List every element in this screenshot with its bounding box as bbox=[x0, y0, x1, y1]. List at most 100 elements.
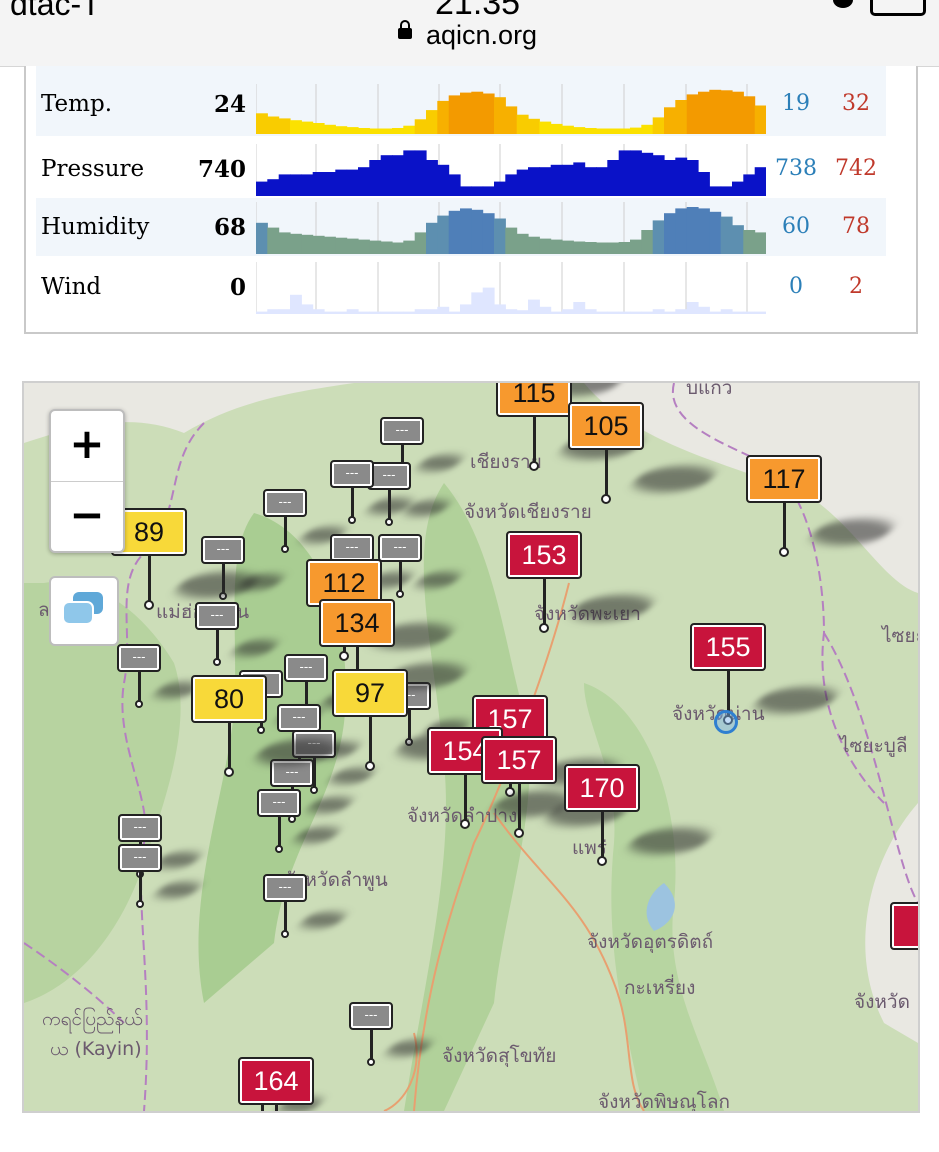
aqi-map[interactable]: บ่แก้วเชียงรายจังหวัดเชียงรายแม่ฮ่องสอนจ… bbox=[22, 381, 920, 1113]
marker-pin bbox=[543, 578, 546, 624]
forecast-bar bbox=[675, 100, 688, 134]
aqi-value-label[interactable]: --- bbox=[195, 602, 239, 630]
forecast-min-value: 738 bbox=[775, 156, 817, 181]
marker-pin bbox=[278, 816, 281, 848]
zoom-control: + − bbox=[49, 409, 125, 553]
forecast-bar bbox=[664, 213, 676, 254]
forecast-bar bbox=[392, 155, 404, 196]
forecast-sparkline-0 bbox=[256, 84, 766, 134]
aqi-value-label[interactable]: 153 bbox=[506, 531, 582, 579]
marker-pin bbox=[284, 516, 287, 548]
forecast-min-value: 0 bbox=[789, 274, 803, 299]
map-place-label: กะเหรี่ยง bbox=[624, 977, 696, 999]
aqi-value-label[interactable]: 155 bbox=[690, 623, 766, 671]
forecast-bar bbox=[618, 311, 631, 314]
aqi-value-label[interactable]: --- bbox=[349, 1002, 393, 1030]
aqi-value-label[interactable]: 115 bbox=[496, 383, 572, 417]
aqi-value-label[interactable]: 80 bbox=[191, 675, 267, 723]
aqi-value-label[interactable]: 157 bbox=[481, 736, 557, 784]
forecast-bar bbox=[256, 113, 268, 134]
forecast-bar bbox=[686, 207, 699, 254]
aqi-value-label[interactable]: --- bbox=[330, 460, 374, 488]
aqi-value-label[interactable]: --- bbox=[378, 534, 422, 562]
aqi-value-label[interactable]: 105 bbox=[568, 402, 644, 450]
forecast-bar bbox=[754, 105, 766, 134]
aqi-value-label[interactable]: --- bbox=[380, 417, 424, 445]
forecast-bar bbox=[754, 311, 766, 314]
forecast-bar bbox=[358, 311, 370, 314]
aqi-value-label[interactable]: 1 bbox=[890, 902, 918, 950]
forecast-bar bbox=[494, 218, 506, 254]
forecast-bar bbox=[596, 167, 608, 196]
forecast-bar bbox=[494, 97, 506, 134]
forecast-bar bbox=[664, 107, 676, 134]
aqi-value-label[interactable]: --- bbox=[330, 534, 374, 562]
forecast-row-humidity: Humidity 68 60 78 bbox=[36, 198, 886, 256]
map-place-label: ယ (Kayin) bbox=[50, 1038, 142, 1060]
aqi-value-label[interactable]: --- bbox=[201, 536, 245, 564]
do-not-disturb-icon bbox=[833, 0, 853, 8]
forecast-bar bbox=[584, 309, 597, 314]
forecast-bar bbox=[392, 242, 404, 254]
forecast-bar bbox=[732, 311, 744, 314]
forecast-bar bbox=[562, 309, 574, 314]
zoom-in-button[interactable]: + bbox=[69, 419, 105, 468]
forecast-bar bbox=[732, 181, 744, 196]
aqi-value-label[interactable]: --- bbox=[257, 789, 301, 817]
address-bar-url[interactable]: aqicn.org bbox=[426, 20, 538, 50]
aqi-value-label[interactable]: --- bbox=[263, 489, 307, 517]
forecast-bar bbox=[414, 309, 427, 314]
forecast-bar bbox=[652, 117, 665, 134]
forecast-bar bbox=[596, 242, 608, 254]
forecast-bar bbox=[732, 91, 744, 134]
aqi-value-label[interactable]: 134 bbox=[319, 599, 395, 647]
marker-pin-head bbox=[135, 700, 143, 708]
aqi-value-label[interactable]: --- bbox=[277, 704, 321, 732]
map-place-label: จังหวัดอุตรดิตถ์ bbox=[587, 931, 714, 953]
map-place-label: จังหวัดสุโขทัย bbox=[442, 1045, 557, 1067]
forecast-max-value: 2 bbox=[849, 274, 863, 299]
forecast-bar bbox=[460, 186, 472, 196]
marker-pin-head bbox=[396, 590, 404, 598]
aqi-value-label[interactable]: 170 bbox=[564, 764, 640, 812]
forecast-row-label: Wind bbox=[41, 274, 102, 300]
marker-pin-head bbox=[779, 547, 789, 557]
forecast-bar bbox=[346, 238, 359, 254]
forecast-bar bbox=[358, 239, 370, 254]
aqi-value-label[interactable]: 97 bbox=[332, 669, 408, 717]
forecast-bar bbox=[528, 299, 540, 314]
forecast-bar bbox=[369, 240, 382, 254]
forecast-bar bbox=[335, 237, 348, 254]
aqi-value-label[interactable]: 117 bbox=[746, 455, 822, 503]
aqi-value-label[interactable]: --- bbox=[263, 874, 307, 902]
aqi-value-label[interactable]: --- bbox=[284, 654, 328, 682]
zoom-out-button[interactable]: − bbox=[51, 481, 123, 552]
forecast-bar bbox=[324, 311, 336, 314]
forecast-bar bbox=[403, 150, 416, 196]
forecast-bar bbox=[426, 160, 438, 196]
map-place-label: ไซยะบูลี bbox=[840, 735, 908, 757]
forecast-sparkline-1 bbox=[256, 144, 766, 196]
aqi-value-label[interactable]: --- bbox=[118, 844, 162, 872]
forecast-bar bbox=[720, 309, 733, 314]
forecast-bar bbox=[562, 240, 574, 254]
aqi-value-label[interactable]: 157 bbox=[472, 695, 548, 743]
forecast-bar bbox=[335, 311, 348, 314]
layers-button[interactable] bbox=[49, 576, 119, 646]
forecast-bar bbox=[324, 236, 336, 254]
forecast-bar bbox=[618, 150, 631, 196]
forecast-bar bbox=[403, 125, 416, 134]
forecast-bar bbox=[528, 118, 540, 134]
forecast-bar bbox=[380, 241, 393, 254]
aqi-value-label[interactable]: --- bbox=[118, 814, 162, 842]
forecast-current-value: 24 bbox=[213, 91, 246, 118]
marker-pin-head bbox=[257, 726, 265, 734]
marker-pin bbox=[313, 757, 316, 789]
map-place-label: ไซยะ bbox=[882, 625, 918, 647]
aqi-value-label[interactable]: --- bbox=[367, 462, 411, 490]
aqi-value-label[interactable]: 164 bbox=[238, 1057, 314, 1105]
aqi-value-label[interactable]: --- bbox=[117, 644, 161, 672]
forecast-bar bbox=[403, 311, 416, 314]
forecast-bar bbox=[686, 302, 699, 314]
forecast-bar bbox=[743, 311, 756, 314]
